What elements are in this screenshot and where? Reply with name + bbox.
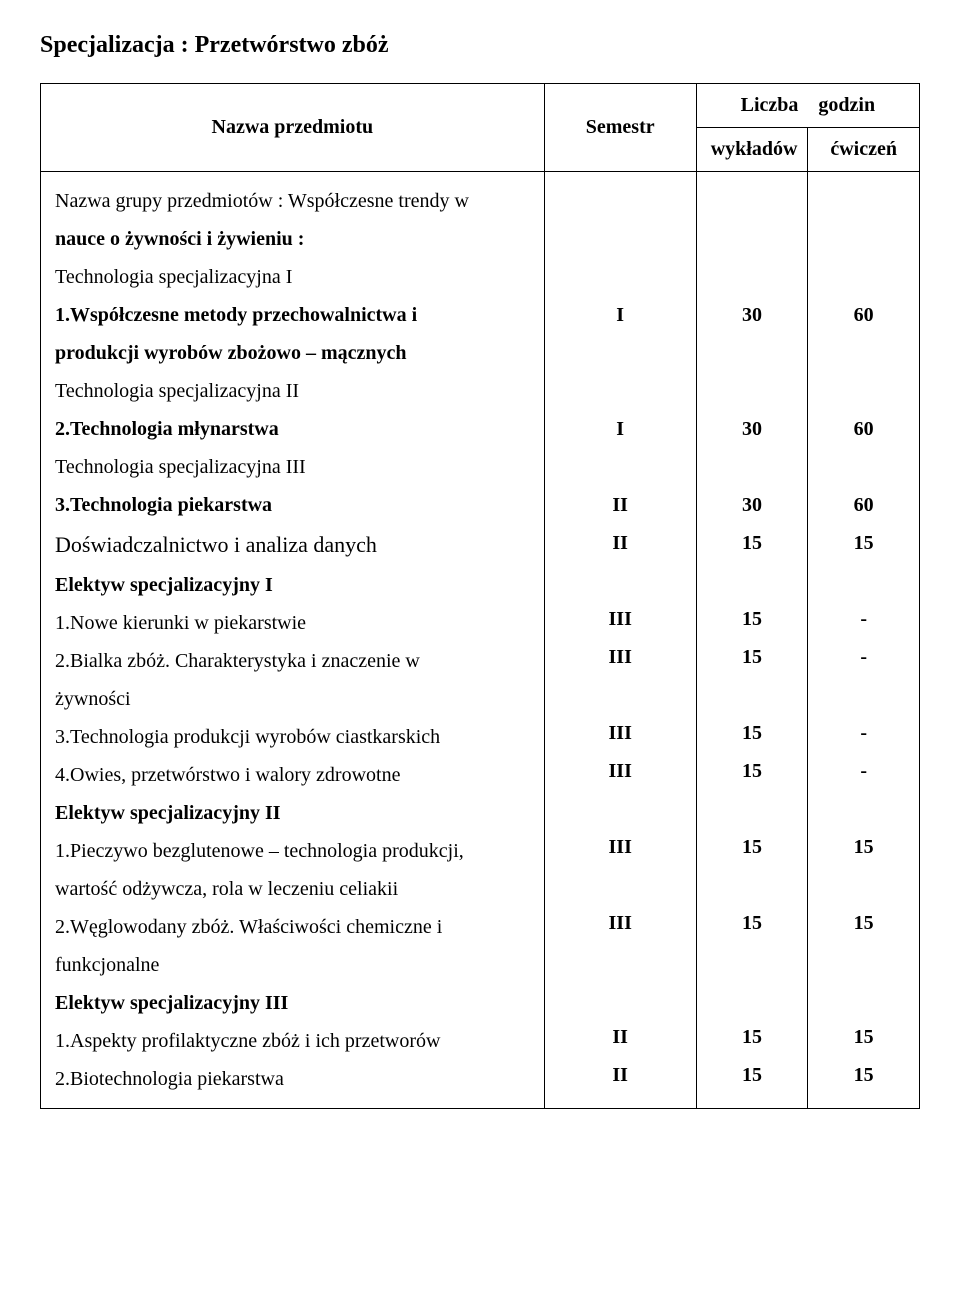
sem-v8: III	[559, 752, 682, 790]
elek-1-item-2b: żywności	[55, 688, 131, 710]
sem-v6: III	[559, 638, 682, 676]
elek-1-item-4: 4.Owies, przetwórstwo i walory zdrowotne	[55, 764, 400, 786]
cw-v6: -	[822, 638, 905, 676]
tech-spec-2: Technologia specjalizacyjna II	[55, 380, 299, 402]
elek-2-item-2b: funkcjonalne	[55, 954, 159, 976]
wyk-v12: 15	[711, 1056, 794, 1094]
elek-1-item-1: 1.Nowe kierunki w piekarstwie	[55, 612, 306, 634]
item-2: 2.Technologia młynarstwa	[55, 418, 279, 440]
header-hours: Liczba godzin	[696, 84, 919, 128]
page-title: Specjalizacja : Przetwórstwo zbóż	[40, 32, 920, 59]
header-semester: Semestr	[544, 84, 696, 172]
elek-3-header: Elektyw specjalizacyjny III	[55, 992, 288, 1014]
sem-v2: I	[559, 410, 682, 448]
cw-v12: 15	[822, 1056, 905, 1094]
exercises-column: x x x 60 x x 60 x 60 15 x - - x - - x 15…	[808, 172, 920, 1109]
elek-1-item-2: 2.Bialka zbóż. Charakterystyka i znaczen…	[55, 650, 420, 672]
sem-v11: II	[559, 1018, 682, 1056]
item-1b: produkcji wyrobów zbożowo – mącznych	[55, 342, 406, 364]
wyk-v6: 15	[711, 638, 794, 676]
cw-v4: 15	[822, 524, 905, 562]
sem-v1: I	[559, 296, 682, 334]
sem-v12: II	[559, 1056, 682, 1094]
cw-v7: -	[822, 714, 905, 752]
item-3: 3.Technologia piekarstwa	[55, 494, 272, 516]
cw-v1: 60	[822, 296, 905, 334]
sem-v10: III	[559, 904, 682, 942]
elek-1-item-3: 3.Technologia produkcji wyrobów ciastkar…	[55, 726, 440, 748]
tech-spec-1: Technologia specjalizacyjna I	[55, 266, 292, 288]
cw-v10: 15	[822, 904, 905, 942]
group-line-2: nauce o żywności i żywieniu :	[55, 228, 304, 250]
wyk-v4: 15	[711, 524, 794, 562]
cw-v11: 15	[822, 1018, 905, 1056]
header-exercises: ćwiczeń	[808, 128, 920, 172]
wyk-v1: 30	[711, 296, 794, 334]
group-line-1: Nazwa grupy przedmiotów : Współczesne tr…	[55, 190, 469, 212]
semester-column: x x x I x x I x II II x III III x III II…	[544, 172, 696, 1109]
wyk-v9: 15	[711, 828, 794, 866]
elek-1-header: Elektyw specjalizacyjny I	[55, 574, 273, 596]
header-lectures: wykładów	[696, 128, 808, 172]
curriculum-table: Nazwa przedmiotu Semestr Liczba godzin w…	[40, 83, 920, 1109]
elek-3-item-1: 1.Aspekty profilaktyczne zbóż i ich prze…	[55, 1030, 440, 1052]
subject-name-cell: Nazwa grupy przedmiotów : Współczesne tr…	[41, 172, 545, 1109]
cw-v9: 15	[822, 828, 905, 866]
wyk-v3: 30	[711, 486, 794, 524]
sem-v3: II	[559, 486, 682, 524]
elek-2-item-2: 2.Węglowodany zbóż. Właściwości chemiczn…	[55, 916, 442, 938]
wyk-v8: 15	[711, 752, 794, 790]
wyk-v10: 15	[711, 904, 794, 942]
lectures-column: x x x 30 x x 30 x 30 15 x 15 15 x 15 15 …	[696, 172, 808, 1109]
dos-line: Doświadczalnictwo i analiza danych	[55, 532, 377, 557]
wyk-v11: 15	[711, 1018, 794, 1056]
wyk-v2: 30	[711, 410, 794, 448]
sem-v4: II	[559, 524, 682, 562]
elek-2-item-1b: wartość odżywcza, rola w leczeniu celiak…	[55, 878, 398, 900]
wyk-v7: 15	[711, 714, 794, 752]
item-1: 1.Współczesne metody przechowalnictwa i	[55, 304, 417, 326]
sem-v5: III	[559, 600, 682, 638]
cw-v8: -	[822, 752, 905, 790]
wyk-v5: 15	[711, 600, 794, 638]
cw-v5: -	[822, 600, 905, 638]
elek-2-header: Elektyw specjalizacyjny II	[55, 802, 281, 824]
cw-v2: 60	[822, 410, 905, 448]
header-name: Nazwa przedmiotu	[41, 84, 545, 172]
elek-3-item-2: 2.Biotechnologia piekarstwa	[55, 1068, 284, 1090]
tech-spec-3: Technologia specjalizacyjna III	[55, 456, 306, 478]
sem-v7: III	[559, 714, 682, 752]
elek-2-item-1: 1.Pieczywo bezglutenowe – technologia pr…	[55, 840, 464, 862]
sem-v9: III	[559, 828, 682, 866]
cw-v3: 60	[822, 486, 905, 524]
